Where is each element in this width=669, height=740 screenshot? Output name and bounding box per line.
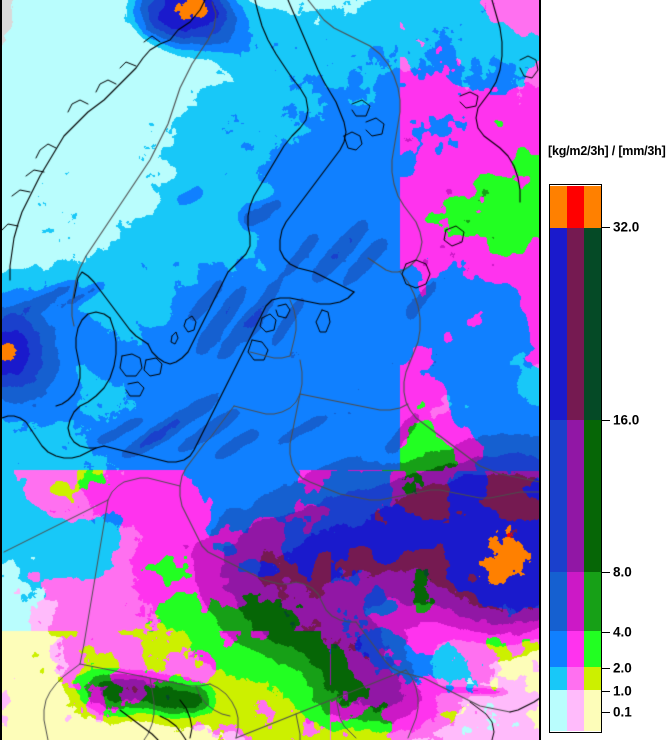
colorbar-stripe — [584, 227, 601, 421]
colorbar-stripe — [567, 571, 584, 632]
colorbar-stripe — [550, 185, 567, 228]
colorbar-band-8-0-16-0 — [550, 420, 601, 572]
colorbar-stripe — [550, 667, 567, 691]
colorbar-stripe — [550, 227, 567, 421]
map-frame-left — [0, 0, 2, 740]
colorbar-tick-label: 8.0 — [613, 564, 632, 580]
colorbar-stripe — [584, 631, 601, 668]
colorbar-tick-label: 0.1 — [613, 704, 632, 720]
colorbar-stripe — [584, 185, 601, 228]
colorbar-stripe — [584, 571, 601, 632]
colorbar-tick-label: 32.0 — [613, 219, 640, 235]
colorbar-tick-label: 16.0 — [613, 412, 640, 428]
colorbar-stripe — [550, 571, 567, 632]
colorbar[interactable] — [549, 184, 602, 733]
colorbar-stripe — [567, 420, 584, 572]
map-panel[interactable] — [0, 0, 541, 740]
colorbar-tick — [602, 420, 610, 421]
colorbar-band-1-0-2-0 — [550, 667, 601, 691]
colorbar-band-32-0 — [550, 185, 601, 228]
colorbar-stripe — [584, 667, 601, 691]
colorbar-tick — [602, 691, 610, 692]
colorbar-stripe — [584, 690, 601, 731]
map-frame-right — [539, 0, 541, 740]
colorbar-stripe — [550, 690, 567, 731]
colorbar-band-4-0-8-0 — [550, 571, 601, 632]
colorbar-tick — [602, 632, 610, 633]
colorbar-band-2-0-4-0 — [550, 631, 601, 668]
colorbar-stripe — [584, 420, 601, 572]
colorbar-stripe — [550, 631, 567, 668]
colorbar-tick-label: 4.0 — [613, 624, 632, 640]
colorbar-stripe — [567, 667, 584, 691]
colorbar-stripe — [567, 631, 584, 668]
colorbar-tick — [602, 227, 610, 228]
legend-panel: [kg/m2/3h] / [mm/3h] 32.0 16.0 8.0 4.0 2.0 1.… — [546, 140, 669, 740]
colorbar-tick-label: 2.0 — [613, 660, 632, 676]
colorbar-tick — [602, 572, 610, 573]
colorbar-tick — [602, 712, 610, 713]
colorbar-stripe — [567, 690, 584, 731]
colorbar-stripe — [567, 227, 584, 421]
europe-precipitation-map[interactable] — [0, 0, 541, 740]
colorbar-band-0-1-1-0 — [550, 690, 601, 731]
legend-title: [kg/m2/3h] / [mm/3h] — [548, 144, 666, 158]
colorbar-stripe — [567, 185, 584, 228]
colorbar-tick — [602, 668, 610, 669]
colorbar-tick-label: 1.0 — [613, 683, 632, 699]
colorbar-stripe — [550, 420, 567, 572]
colorbar-band-16-0-32-0 — [550, 227, 601, 421]
